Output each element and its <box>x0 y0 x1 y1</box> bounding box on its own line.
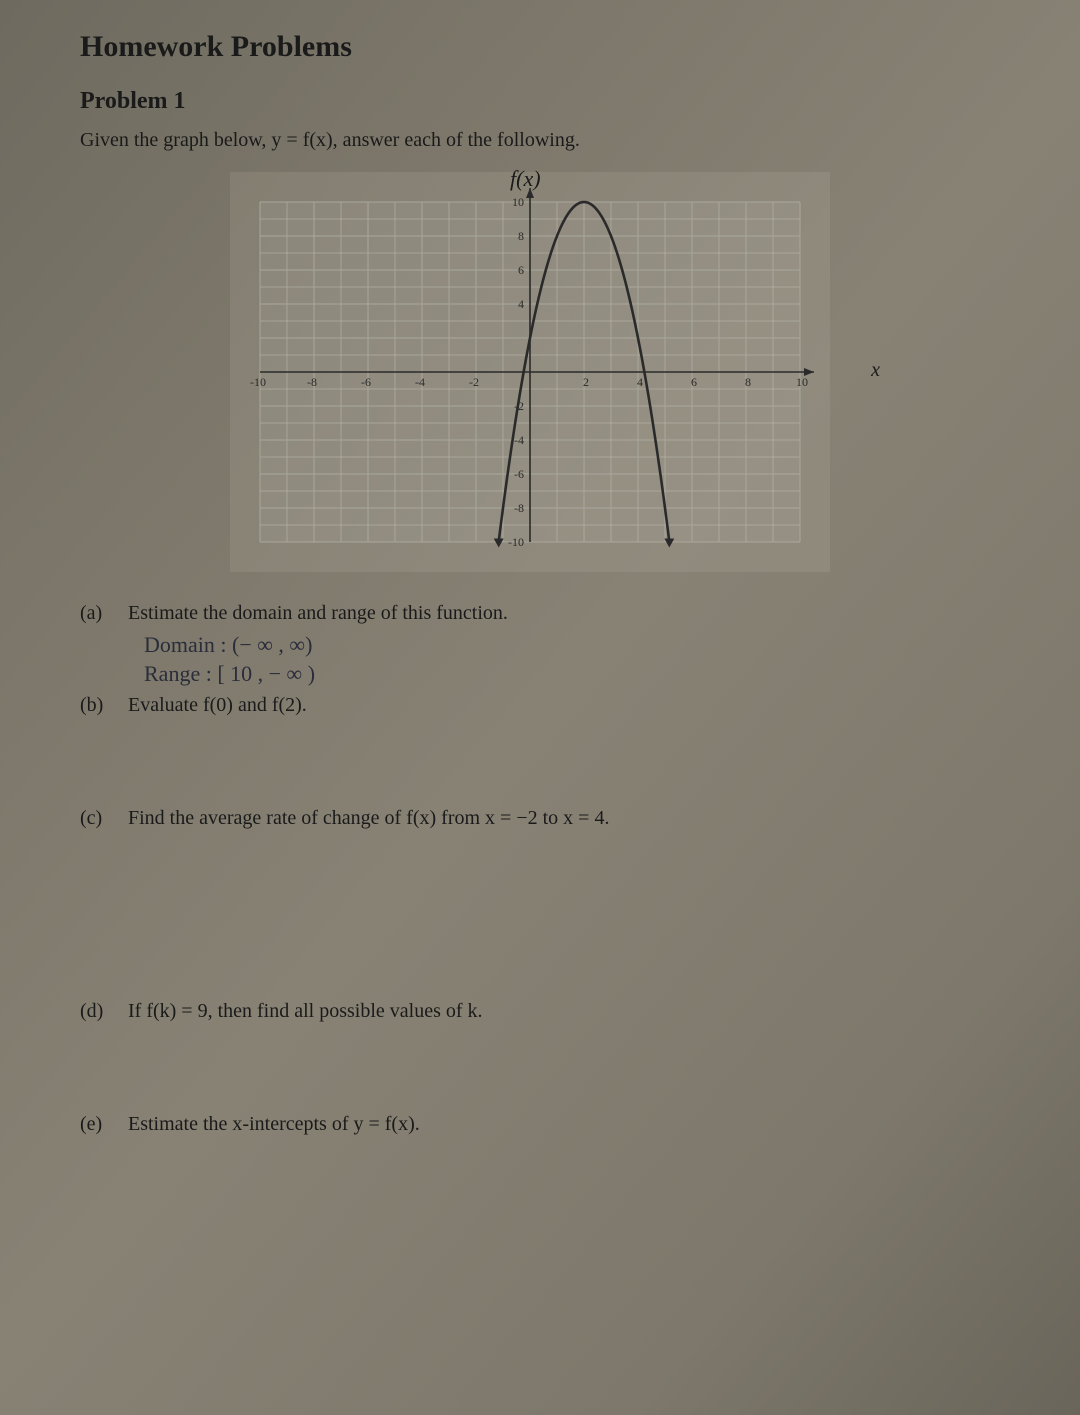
part-b-text: Evaluate f(0) and f(2). <box>128 694 307 717</box>
svg-text:8: 8 <box>745 375 751 389</box>
handwritten-domain: Domain : (− ∞ , ∞) <box>144 631 1000 660</box>
svg-text:8: 8 <box>518 229 524 243</box>
svg-text:10: 10 <box>512 195 524 209</box>
page-title: Homework Problems <box>80 30 1000 64</box>
part-e-label: (e) <box>80 1113 114 1136</box>
svg-text:6: 6 <box>691 375 697 389</box>
svg-text:2: 2 <box>583 375 589 389</box>
graph-container: f(x) x -10-8-6-4-2246810-10-8-6-4-246810 <box>230 172 850 572</box>
part-d: (d) If f(k) = 9, then find all possible … <box>80 1000 1000 1023</box>
graph-plot: -10-8-6-4-2246810-10-8-6-4-246810 <box>230 172 830 572</box>
svg-text:-8: -8 <box>514 501 524 515</box>
handwritten-range: Range : [ 10 , − ∞ ) <box>144 660 1000 689</box>
svg-text:-10: -10 <box>250 375 266 389</box>
svg-text:10: 10 <box>796 375 808 389</box>
svg-text:-2: -2 <box>469 375 479 389</box>
part-b: (b) Evaluate f(0) and f(2). <box>80 694 1000 717</box>
svg-text:6: 6 <box>518 263 524 277</box>
svg-text:-4: -4 <box>514 433 524 447</box>
svg-text:-10: -10 <box>508 535 524 549</box>
part-c-label: (c) <box>80 807 114 830</box>
part-d-label: (d) <box>80 1000 114 1023</box>
part-c-text: Find the average rate of change of f(x) … <box>128 807 609 830</box>
svg-text:4: 4 <box>637 375 643 389</box>
intro-text: Given the graph below, y = f(x), answer … <box>80 129 1000 152</box>
svg-text:-6: -6 <box>514 467 524 481</box>
part-a: (a) Estimate the domain and range of thi… <box>80 602 1000 625</box>
part-c: (c) Find the average rate of change of f… <box>80 807 1000 830</box>
part-e: (e) Estimate the x-intercepts of y = f(x… <box>80 1113 1000 1136</box>
part-a-label: (a) <box>80 602 114 625</box>
svg-text:-4: -4 <box>415 375 425 389</box>
svg-text:-8: -8 <box>307 375 317 389</box>
svg-text:-6: -6 <box>361 375 371 389</box>
problem-label: Problem 1 <box>80 88 1000 115</box>
x-axis-label: x <box>871 359 880 382</box>
part-b-label: (b) <box>80 694 114 717</box>
part-e-text: Estimate the x-intercepts of y = f(x). <box>128 1113 420 1136</box>
part-a-text: Estimate the domain and range of this fu… <box>128 602 508 625</box>
part-d-text: If f(k) = 9, then find all possible valu… <box>128 1000 483 1023</box>
graph-title: f(x) <box>510 166 541 192</box>
svg-text:4: 4 <box>518 297 524 311</box>
